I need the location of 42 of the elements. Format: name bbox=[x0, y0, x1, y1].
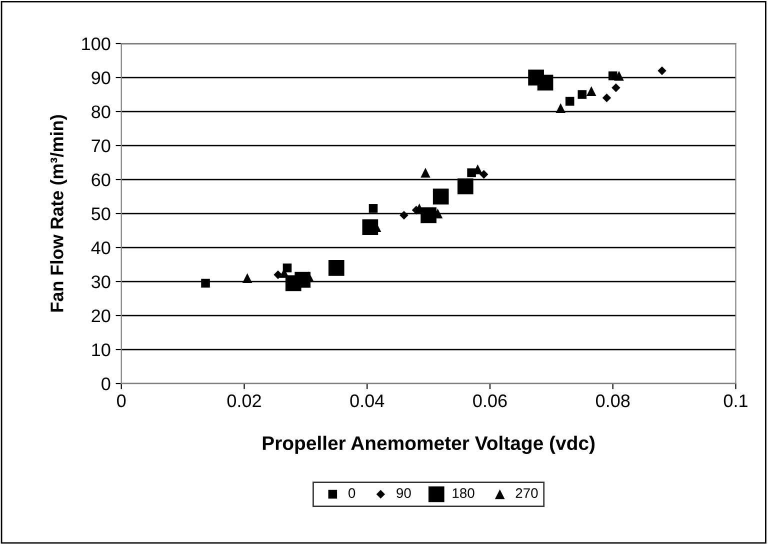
legend-label: 270 bbox=[516, 488, 538, 498]
x-tick-label: 0 bbox=[117, 394, 126, 408]
point bbox=[612, 83, 620, 92]
x-tick-label: 0.02 bbox=[227, 394, 261, 408]
y-tick-label: 80 bbox=[92, 105, 110, 118]
x-tick-label: 0.06 bbox=[473, 394, 507, 408]
y-tick-label: 60 bbox=[92, 173, 110, 186]
y-tick-label: 50 bbox=[92, 207, 110, 220]
y-tick-label: 100 bbox=[82, 37, 110, 50]
point bbox=[586, 86, 596, 96]
point bbox=[614, 70, 624, 81]
y-axis-title: Fan Flow Rate (m³/min) bbox=[50, 115, 67, 312]
point bbox=[328, 260, 344, 276]
point bbox=[537, 74, 554, 91]
x-axis-title: Propeller Anemometer Voltage (vdc) bbox=[262, 436, 595, 454]
legend-label: 0 bbox=[348, 488, 356, 498]
point bbox=[400, 210, 408, 220]
legend-label: 90 bbox=[396, 488, 411, 498]
y-tick-label: 10 bbox=[92, 343, 110, 356]
point bbox=[479, 170, 488, 179]
x-tick-label: 0.1 bbox=[724, 394, 748, 408]
point bbox=[556, 103, 566, 114]
point bbox=[658, 66, 666, 76]
point bbox=[274, 270, 282, 280]
y-tick-label: 20 bbox=[92, 309, 110, 322]
point bbox=[578, 90, 587, 99]
point bbox=[242, 273, 252, 284]
legend-label: 180 bbox=[452, 488, 474, 498]
point bbox=[201, 278, 210, 288]
x-tick-label: 0.04 bbox=[350, 394, 384, 408]
point bbox=[457, 178, 474, 194]
point bbox=[432, 188, 449, 204]
y-tick-label: 40 bbox=[91, 241, 110, 254]
y-tick-label: 30 bbox=[92, 275, 110, 288]
point bbox=[602, 94, 612, 102]
y-tick-label: 70 bbox=[92, 139, 110, 152]
y-tick-label: 0 bbox=[102, 377, 110, 390]
x-tick-label: 0.08 bbox=[596, 394, 630, 408]
y-tick-label: 90 bbox=[92, 71, 110, 84]
point bbox=[565, 96, 574, 106]
point bbox=[368, 204, 378, 213]
point bbox=[420, 168, 430, 178]
